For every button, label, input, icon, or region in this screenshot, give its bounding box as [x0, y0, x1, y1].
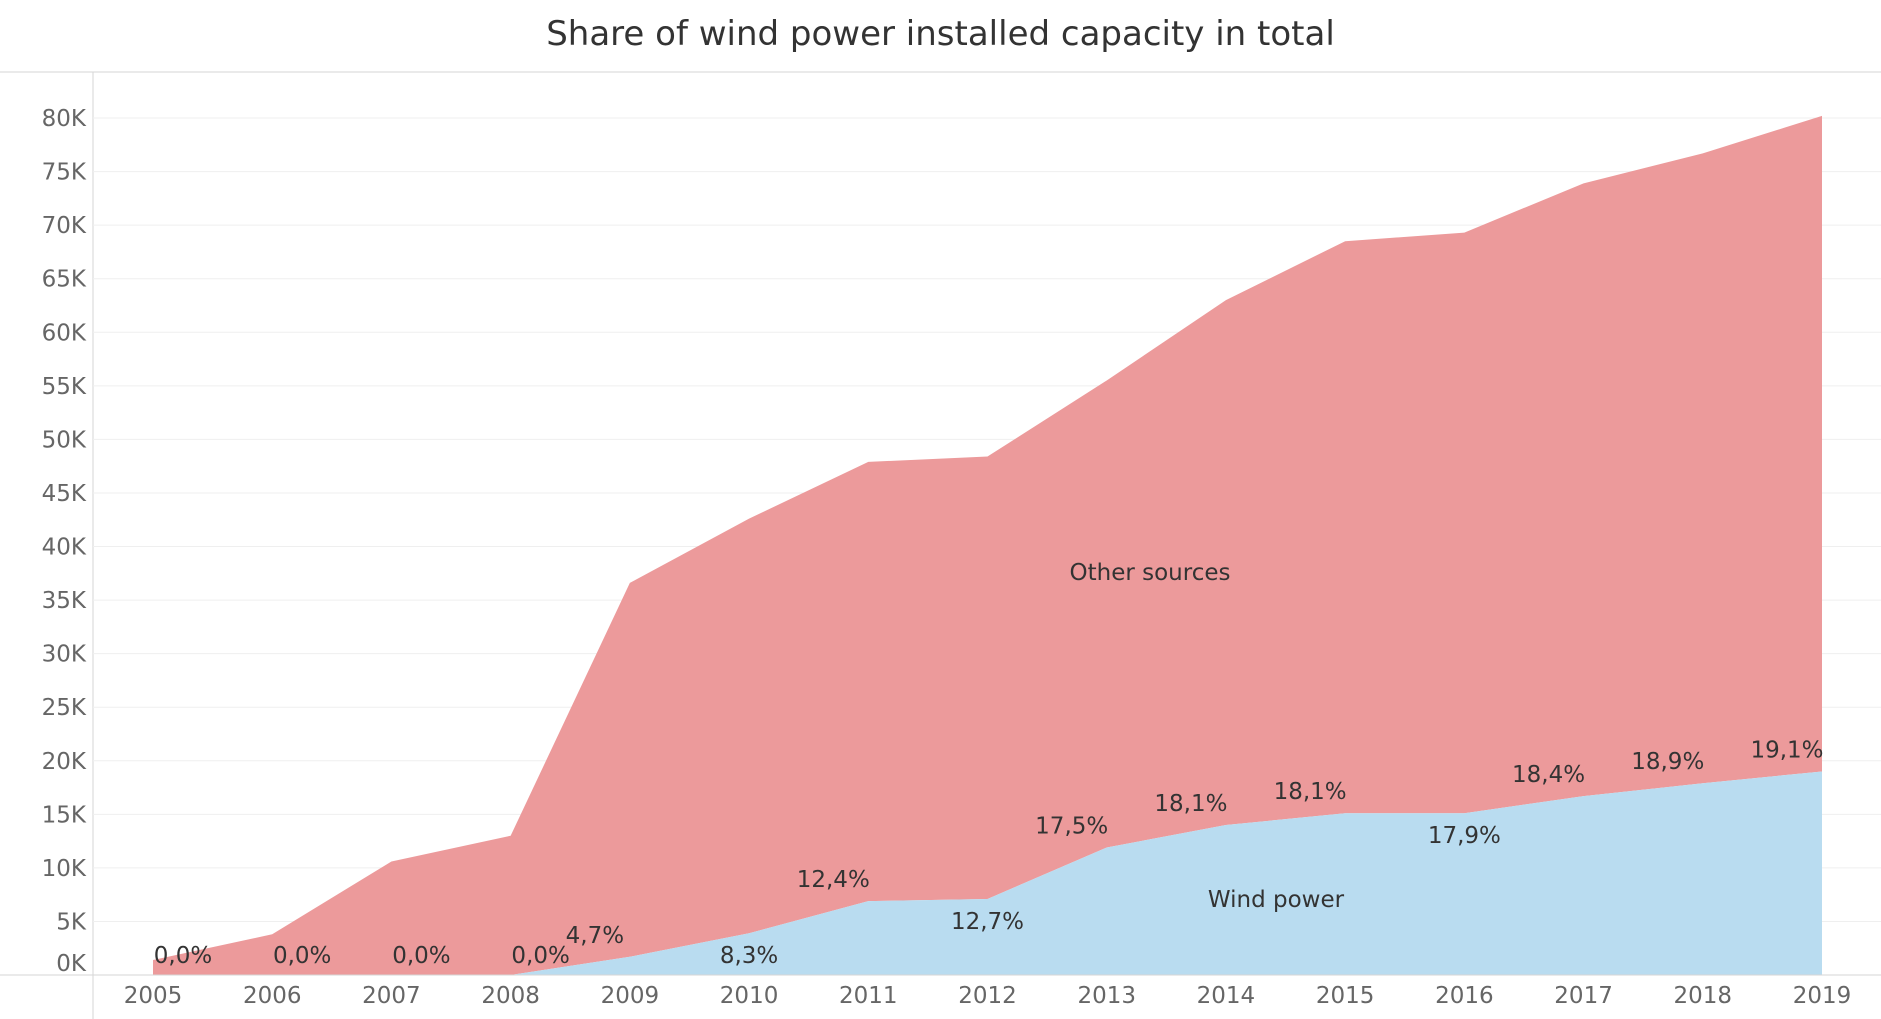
share-data-label: 12,4%	[797, 867, 870, 893]
y-tick-label: 5K	[56, 909, 87, 935]
area-wind-power	[153, 771, 1822, 975]
chart-title: Share of wind power installed capacity i…	[546, 14, 1335, 54]
x-tick-label: 2011	[839, 983, 898, 1009]
share-data-label: 18,4%	[1512, 762, 1585, 788]
share-data-label: 17,5%	[1035, 814, 1108, 840]
share-data-label: 8,3%	[720, 943, 778, 969]
y-tick-label: 30K	[42, 642, 87, 668]
y-tick-label: 75K	[42, 160, 87, 186]
x-tick-label: 2010	[720, 983, 779, 1009]
x-tick-label: 2018	[1674, 983, 1733, 1009]
x-tick-label: 2019	[1793, 983, 1852, 1009]
x-tick-label: 2006	[243, 983, 302, 1009]
y-tick-label: 65K	[42, 267, 87, 293]
x-tick-label: 2009	[601, 983, 660, 1009]
x-tick-label: 2017	[1554, 983, 1613, 1009]
y-tick-label: 15K	[42, 802, 87, 828]
share-data-label: 12,7%	[951, 909, 1024, 935]
share-data-label: 17,9%	[1428, 823, 1501, 849]
y-tick-label: 70K	[42, 213, 87, 239]
share-data-label: 4,7%	[566, 923, 624, 949]
y-tick-label: 10K	[42, 856, 87, 882]
x-tick-label: 2015	[1316, 983, 1375, 1009]
x-tick-label: 2014	[1197, 983, 1256, 1009]
y-tick-label: 35K	[42, 588, 87, 614]
y-tick-label: 20K	[42, 749, 87, 775]
share-data-label: 0,0%	[511, 943, 569, 969]
area-other-sources	[153, 115, 1822, 976]
share-data-label: 0,0%	[154, 943, 212, 969]
x-tick-label: 2007	[362, 983, 421, 1009]
y-tick-label: 45K	[42, 481, 87, 507]
x-tick-label: 2008	[481, 983, 540, 1009]
y-tick-label: 25K	[42, 695, 87, 721]
share-data-label: 0,0%	[392, 943, 450, 969]
y-tick-label: 60K	[42, 320, 87, 346]
x-tick-label: 2013	[1077, 983, 1136, 1009]
y-tick-label: 55K	[42, 374, 87, 400]
x-tick-label: 2016	[1435, 983, 1494, 1009]
share-data-label: 18,9%	[1631, 749, 1704, 775]
share-data-label: 19,1%	[1750, 737, 1823, 763]
x-tick-label: 2012	[958, 983, 1017, 1009]
x-tick-label: 2005	[124, 983, 183, 1009]
share-data-label: 18,1%	[1154, 791, 1227, 817]
y-tick-label: 50K	[42, 427, 87, 453]
area-label-other-sources: Other sources	[1070, 560, 1231, 586]
y-tick-label: 0K	[56, 951, 87, 977]
share-data-label: 18,1%	[1274, 779, 1347, 805]
y-tick-label: 80K	[42, 106, 87, 132]
share-data-label: 0,0%	[273, 943, 331, 969]
area-label-wind-power: Wind power	[1208, 887, 1345, 913]
y-tick-label: 40K	[42, 535, 87, 561]
